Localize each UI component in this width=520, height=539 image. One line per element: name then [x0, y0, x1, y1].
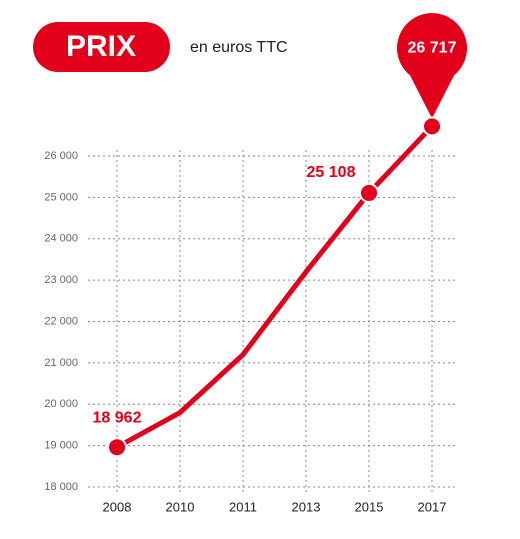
- y-tick-label: 18 000: [44, 481, 78, 493]
- y-tick-label: 24 000: [44, 233, 78, 245]
- y-tick-label: 23 000: [44, 274, 78, 286]
- point: [422, 116, 442, 137]
- x-tick-label: 2008: [103, 499, 132, 514]
- chart-title: PRIX: [66, 30, 136, 63]
- y-tick-label: 19 000: [44, 440, 78, 452]
- point: [359, 182, 379, 203]
- y-tick-label: 26 000: [44, 150, 78, 162]
- x-tick-label: 2015: [355, 499, 384, 514]
- x-tick-label: 2017: [418, 499, 447, 514]
- x-tick-label: 2013: [292, 499, 321, 514]
- point: [107, 437, 127, 458]
- x-tick-label: 2010: [166, 499, 195, 514]
- y-tick-label: 21 000: [44, 357, 78, 369]
- value-label: 18 962: [93, 409, 142, 426]
- y-tick-label: 25 000: [44, 191, 78, 203]
- y-tick-label: 22 000: [44, 315, 78, 327]
- x-tick-label: 2011: [229, 499, 257, 514]
- line: [115, 124, 434, 450]
- pin-marker: [396, 13, 467, 119]
- title-pill: [33, 22, 170, 72]
- y-tick-label: 20 000: [44, 398, 78, 410]
- value-label: 26 717: [408, 40, 457, 57]
- value-label: 25 108: [307, 164, 356, 181]
- chart-subtitle: en euros TTC: [190, 39, 288, 56]
